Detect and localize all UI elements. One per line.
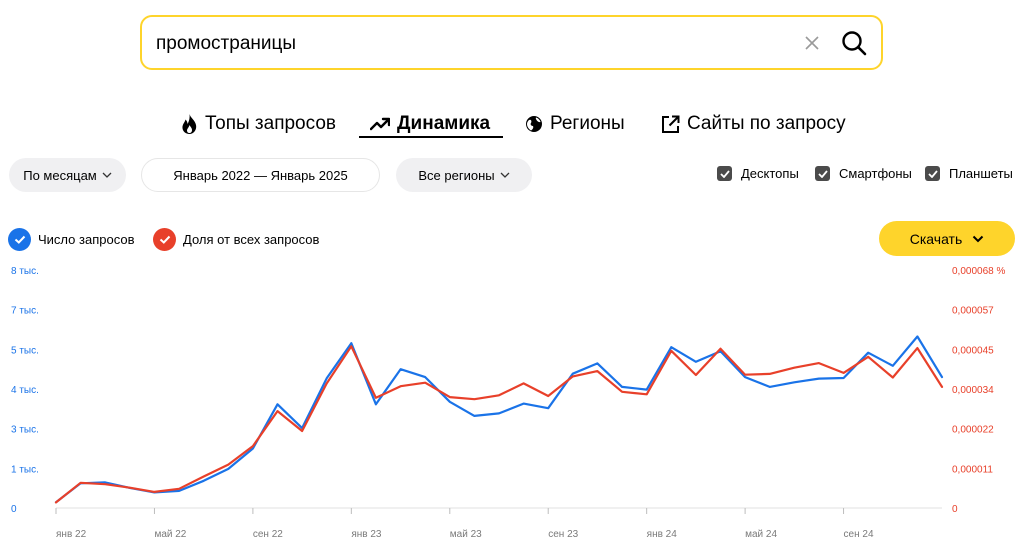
tab-sites[interactable]: Сайты по запросу <box>661 110 846 138</box>
y-tick-label-left: 5 тыс. <box>11 345 39 356</box>
series-line <box>54 335 944 504</box>
y-tick-label-left: 0 <box>11 504 17 515</box>
active-tab-underline <box>359 136 503 138</box>
legend-label: Число запросов <box>38 232 135 247</box>
x-tick-label: сен 22 <box>253 529 283 540</box>
y-tick-label-right: 0,000011 <box>952 464 993 475</box>
search-input[interactable]: промостраницы <box>156 33 297 54</box>
legend-share[interactable]: Доля от всех запросов <box>153 228 319 251</box>
trend-up-icon <box>370 117 390 131</box>
y-tick-label-left: 4 тыс. <box>11 385 39 396</box>
search-box[interactable]: промостраницы <box>140 15 883 70</box>
y-tick-label-left: 1 тыс. <box>11 464 39 475</box>
y-tick-label-right: 0,000057 <box>952 306 994 317</box>
y-tick-label-left: 3 тыс. <box>11 425 39 436</box>
period-label: По месяцам <box>23 167 97 183</box>
x-tick-label: май 24 <box>745 529 777 540</box>
checkbox-label: Планшеты <box>949 166 1013 181</box>
external-link-icon <box>662 115 680 133</box>
y-tick-label-left: 8 тыс. <box>11 266 39 277</box>
checkmark-icon <box>8 228 31 251</box>
globe-icon <box>526 116 542 132</box>
region-select[interactable]: Все регионы <box>396 158 532 192</box>
x-tick-label: май 23 <box>450 529 482 540</box>
chevron-down-icon <box>973 235 984 242</box>
legend-label: Доля от всех запросов <box>183 232 320 247</box>
checkmark-icon <box>153 228 176 251</box>
checkbox-smartphones[interactable]: Смартфоны <box>815 166 912 181</box>
tabs-bar: Топы запросов Динамика Регионы Сайты по … <box>0 110 1024 142</box>
checkmark-icon <box>815 166 830 181</box>
checkbox-desktop[interactable]: Десктопы <box>717 166 799 181</box>
tab-label: Топы запросов <box>205 113 336 134</box>
search-icon[interactable] <box>840 29 868 57</box>
x-tick-label: май 22 <box>154 529 186 540</box>
checkmark-icon <box>925 166 940 181</box>
y-tick-label-right: 0,000068 % <box>952 266 1005 277</box>
checkbox-tablets[interactable]: Планшеты <box>925 166 1013 181</box>
legend-query-count[interactable]: Число запросов <box>8 228 134 251</box>
tab-dynamics[interactable]: Динамика <box>370 110 490 138</box>
x-tick-label: янв 23 <box>351 529 382 540</box>
download-button[interactable]: Скачать <box>879 221 1015 256</box>
tab-label: Регионы <box>550 113 625 134</box>
x-tick-label: янв 22 <box>56 529 87 540</box>
y-tick-label-right: 0,000034 <box>952 385 994 396</box>
x-tick-label: янв 24 <box>647 529 678 540</box>
y-tick-label-right: 0,000045 <box>952 345 994 356</box>
y-tick-label-left: 7 тыс. <box>11 306 39 317</box>
chevron-down-icon <box>102 172 112 178</box>
tab-regions[interactable]: Регионы <box>525 110 625 138</box>
download-label: Скачать <box>909 230 963 247</box>
x-tick-label: сен 24 <box>844 529 874 540</box>
chevron-down-icon <box>500 172 510 178</box>
checkmark-icon <box>717 166 732 181</box>
period-select[interactable]: По месяцам <box>9 158 126 192</box>
tab-top-queries[interactable]: Топы запросов <box>181 110 336 138</box>
region-label: Все регионы <box>418 167 495 183</box>
y-tick-label-right: 0,000022 <box>952 425 994 436</box>
dynamics-chart: 0 1 тыс. 3 тыс. 4 тыс. 5 тыс. 7 тыс. 8 тыс. 0 0,… <box>11 266 1005 540</box>
tab-label: Динамика <box>397 113 491 134</box>
series-line <box>54 345 944 504</box>
y-tick-label-right: 0 <box>952 504 958 515</box>
x-tick-label: сен 23 <box>548 529 578 540</box>
fire-icon <box>182 114 197 134</box>
close-icon[interactable] <box>803 34 821 52</box>
date-range-picker[interactable]: Январь 2022 — Январь 2025 <box>141 158 380 192</box>
date-range-label: Январь 2022 — Январь 2025 <box>173 167 348 183</box>
tab-label: Сайты по запросу <box>687 113 846 134</box>
checkbox-label: Десктопы <box>741 166 799 181</box>
checkbox-label: Смартфоны <box>839 166 912 181</box>
